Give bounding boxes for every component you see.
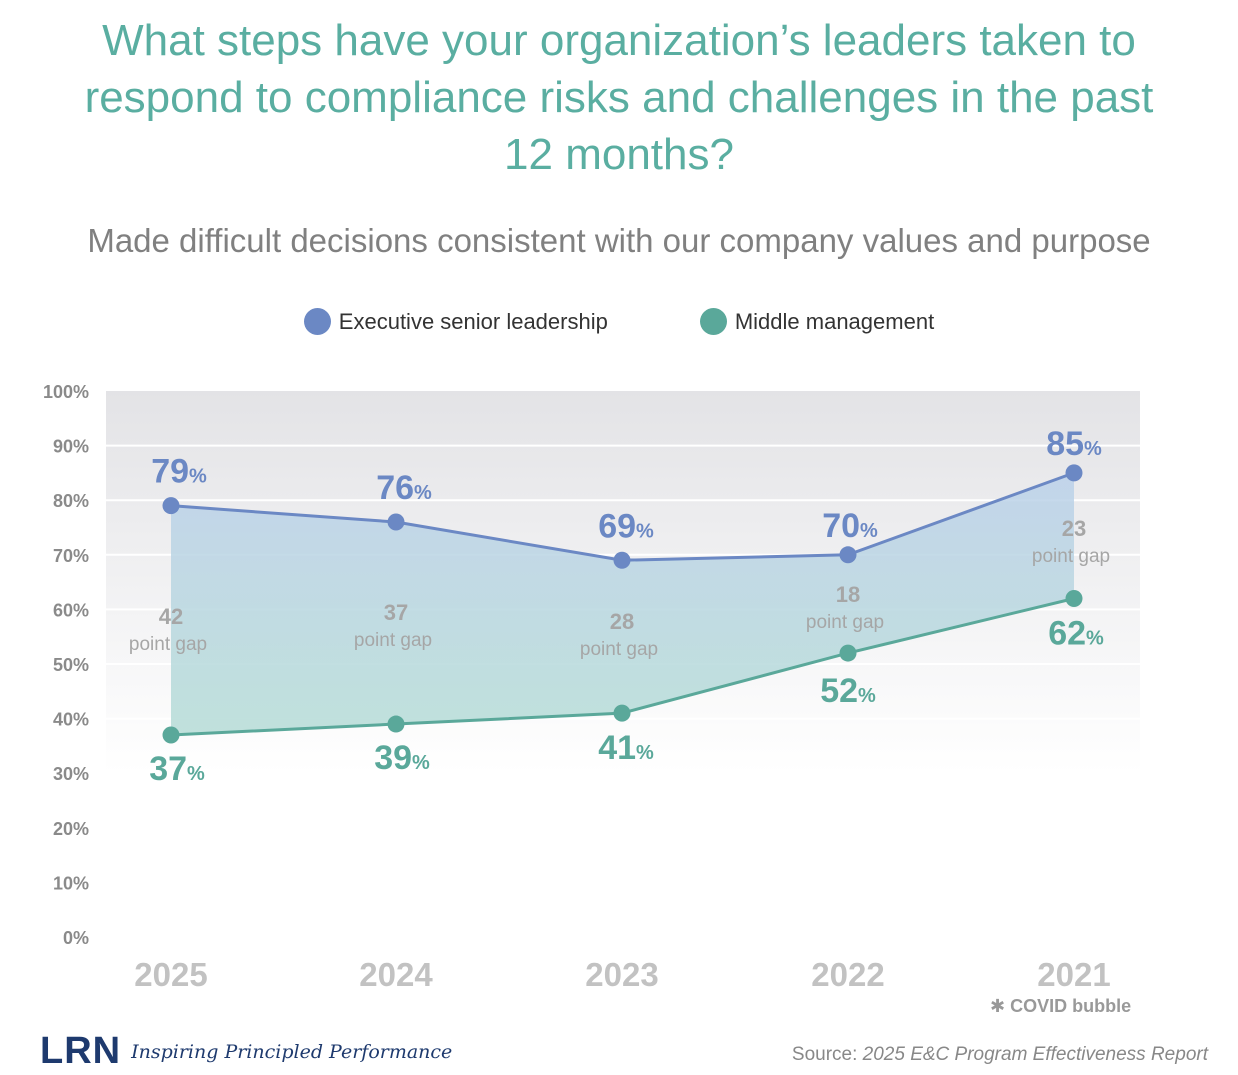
gap-label: point gap	[354, 630, 432, 651]
y-tick-label: 70%	[53, 546, 89, 566]
y-tick-label: 30%	[53, 764, 89, 784]
executive-point	[1065, 464, 1083, 482]
source-title: 2025 E&C Program Effectiveness Report	[862, 1044, 1208, 1065]
y-tick-label: 10%	[53, 873, 89, 893]
brand-footer: LRN Inspiring Principled Performance	[40, 1030, 452, 1073]
x-tick-label: 2023	[585, 956, 658, 993]
gap-band-area	[171, 472, 1074, 735]
y-tick-label: 40%	[53, 710, 89, 730]
gap-label: point gap	[580, 639, 658, 660]
middle-point	[1065, 589, 1083, 607]
executive-value-label: 79%	[151, 453, 207, 491]
executive-point	[162, 497, 180, 515]
executive-point	[387, 513, 405, 531]
x-tick-label: 2025	[134, 956, 207, 993]
middle-value-label: 62%	[1048, 614, 1104, 652]
legend-item-middle: Middle management	[699, 308, 935, 335]
y-tick-label: 50%	[53, 655, 89, 675]
executive-value-label: 85%	[1046, 425, 1102, 463]
covid-footnote: ✱ COVID bubble	[990, 996, 1131, 1017]
middle-value-label: 39%	[374, 739, 430, 777]
legend-label-executive: Executive senior leadership	[338, 308, 608, 334]
source-prefix: Source:	[791, 1044, 863, 1065]
lrn-logo: LRN	[40, 1030, 122, 1072]
middle-point	[613, 704, 631, 722]
covid-footnote-text: COVID bubble	[1010, 996, 1132, 1016]
source-note: Source: 2025 E&C Program Effectiveness R…	[792, 1044, 1208, 1066]
y-tick-label: 80%	[53, 491, 89, 511]
middle-value-label: 41%	[598, 729, 654, 767]
question-title: What steps have your organization’s lead…	[84, 16, 1154, 179]
y-tick-label: 100%	[43, 382, 89, 402]
executive-point	[613, 551, 631, 569]
legend-item-executive: Executive senior leadership	[303, 308, 608, 335]
gap-value: 28	[610, 609, 634, 634]
executive-value-label: 70%	[822, 507, 878, 545]
middle-point	[387, 715, 405, 733]
y-tick-label: 60%	[53, 600, 89, 620]
legend-dot-executive-icon	[303, 308, 331, 335]
legend-label-middle: Middle management	[734, 308, 935, 334]
x-tick-label: 2021	[1037, 956, 1110, 993]
gap-label: point gap	[806, 612, 884, 633]
gap-value: 42	[159, 604, 183, 629]
executive-value-label: 69%	[598, 507, 654, 545]
chart-legend: Executive senior leadership Middle manag…	[0, 308, 1238, 335]
gap-label: point gap	[1032, 546, 1110, 567]
chart-subtitle: Made difficult decisions consistent with…	[87, 222, 1151, 259]
y-tick-label: 20%	[53, 819, 89, 839]
brand-tagline: Inspiring Principled Performance	[131, 1040, 453, 1063]
middle-value-label: 37%	[149, 750, 205, 788]
gap-value: 18	[836, 582, 860, 607]
middle-value-label: 52%	[820, 672, 876, 710]
x-tick-label: 2024	[359, 956, 433, 993]
gap-label: point gap	[129, 634, 207, 655]
middle-point	[839, 644, 857, 662]
gap-value: 37	[384, 600, 408, 625]
y-tick-label: 0%	[63, 928, 89, 948]
x-tick-label: 2022	[811, 956, 884, 993]
asterisk-icon: ✱	[990, 996, 1006, 1016]
legend-dot-middle-icon	[699, 308, 727, 335]
gap-value: 23	[1062, 516, 1086, 541]
executive-point	[839, 546, 857, 564]
middle-point	[162, 726, 180, 744]
y-tick-label: 90%	[53, 437, 89, 457]
executive-value-label: 76%	[376, 469, 432, 507]
